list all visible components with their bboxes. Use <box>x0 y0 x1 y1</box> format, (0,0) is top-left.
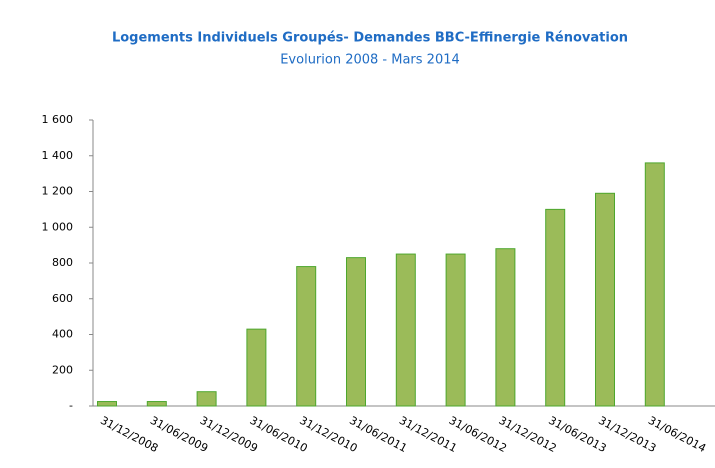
y-tick-label: 1 400 <box>42 149 74 162</box>
y-tick-label: 1 000 <box>42 220 74 233</box>
bar <box>246 328 267 407</box>
bar <box>644 162 665 407</box>
bar <box>296 266 317 407</box>
y-tick-label: 400 <box>52 328 73 341</box>
y-tick-label: 200 <box>52 363 73 376</box>
bar <box>395 253 416 407</box>
bar <box>97 401 117 407</box>
bar <box>346 257 366 407</box>
y-tick-label: 1 600 <box>42 113 74 126</box>
chart-subtitle: Evolurion 2008 - Mars 2014 <box>280 53 460 68</box>
bar <box>495 248 516 407</box>
bar <box>595 192 615 407</box>
bar <box>196 391 217 407</box>
y-tick-label: - <box>69 399 73 412</box>
y-tick-label: 1 200 <box>42 185 74 198</box>
y-tick-label: 800 <box>52 256 73 269</box>
bar <box>545 208 566 407</box>
bar <box>146 401 167 407</box>
y-tick-label: 600 <box>52 292 73 305</box>
bar <box>445 253 466 407</box>
chart-title: Logements Individuels Groupés- Demandes … <box>112 31 628 46</box>
